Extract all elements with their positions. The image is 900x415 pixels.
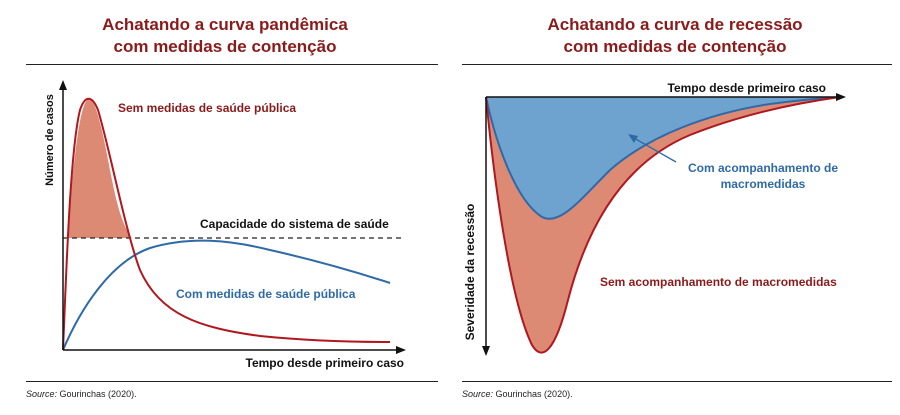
no-measures-curve [62, 97, 391, 351]
recession-source-text: Gourinchas (2020). [493, 389, 573, 399]
pandemic-title: Achatando a curva pandêmica com medidas … [0, 14, 450, 58]
pandemic-curve-panel: Achatando a curva pandêmica com medidas … [0, 14, 450, 399]
capacity-label: Capacidade do sistema de saúde [200, 217, 389, 231]
pandemic-title-line1: Achatando a curva pandêmica [102, 15, 348, 34]
pandemic-top-rule [26, 64, 438, 65]
pandemic-source: Source: Gourinchas (2020). [26, 389, 137, 399]
excess-demand-area [67, 99, 132, 238]
pandemic-source-text: Gourinchas (2020). [57, 389, 137, 399]
with-macro-curve [485, 96, 841, 220]
without-macro-curve [485, 96, 841, 354]
pandemic-diagram: Número de casos Tempo desde primeiro cas… [44, 80, 406, 370]
recession-y-axis-arrow [482, 346, 490, 356]
recession-diagram: Tempo desde primeiro caso Severidade da … [463, 81, 846, 356]
pandemic-y-axis-arrow [59, 80, 67, 90]
recession-source-prefix: Source: [462, 389, 494, 399]
recession-top-rule [462, 64, 892, 65]
recession-title-line2: com medidas de contenção [563, 37, 787, 56]
recession-title-line1: Achatando a curva de recessão [547, 15, 803, 34]
with-measures-label: Com medidas de saúde pública [176, 287, 356, 301]
recession-title: Achatando a curva de recessão com medida… [450, 14, 900, 58]
recession-x-axis-label: Tempo desde primeiro caso [668, 81, 827, 95]
with-macro-pointer-line [633, 137, 677, 163]
pandemic-title-line2: com medidas de contenção [113, 37, 337, 56]
pandemic-x-axis-arrow [396, 346, 406, 354]
recession-curve-panel: Achatando a curva de recessão com medida… [450, 0, 900, 415]
without-macro-label: Sem acompanhamento de macromedidas [600, 275, 837, 289]
pandemic-source-prefix: Source: [26, 389, 58, 399]
recession-bottom-rule [462, 381, 892, 382]
with-macro-pointer-arrowhead [628, 134, 638, 143]
with-macro-label-line1: Com acompanhamento de [688, 161, 838, 175]
recession-source: Source: Gourinchas (2020). [462, 389, 573, 399]
pandemic-bottom-rule [26, 381, 438, 382]
recession-y-axis-label: Severidade da recessão [463, 204, 477, 341]
with-measures-curve [62, 239, 391, 351]
with-macro-label-line2: macromedidas [721, 177, 806, 191]
pandemic-y-axis-label: Número de casos [44, 94, 56, 186]
no-measures-label: Sem medidas de saúde pública [118, 101, 296, 115]
with-macro-area [486, 97, 840, 219]
recession-x-axis-arrow [836, 93, 846, 101]
pandemic-x-axis-label: Tempo desde primeiro caso [246, 356, 405, 370]
